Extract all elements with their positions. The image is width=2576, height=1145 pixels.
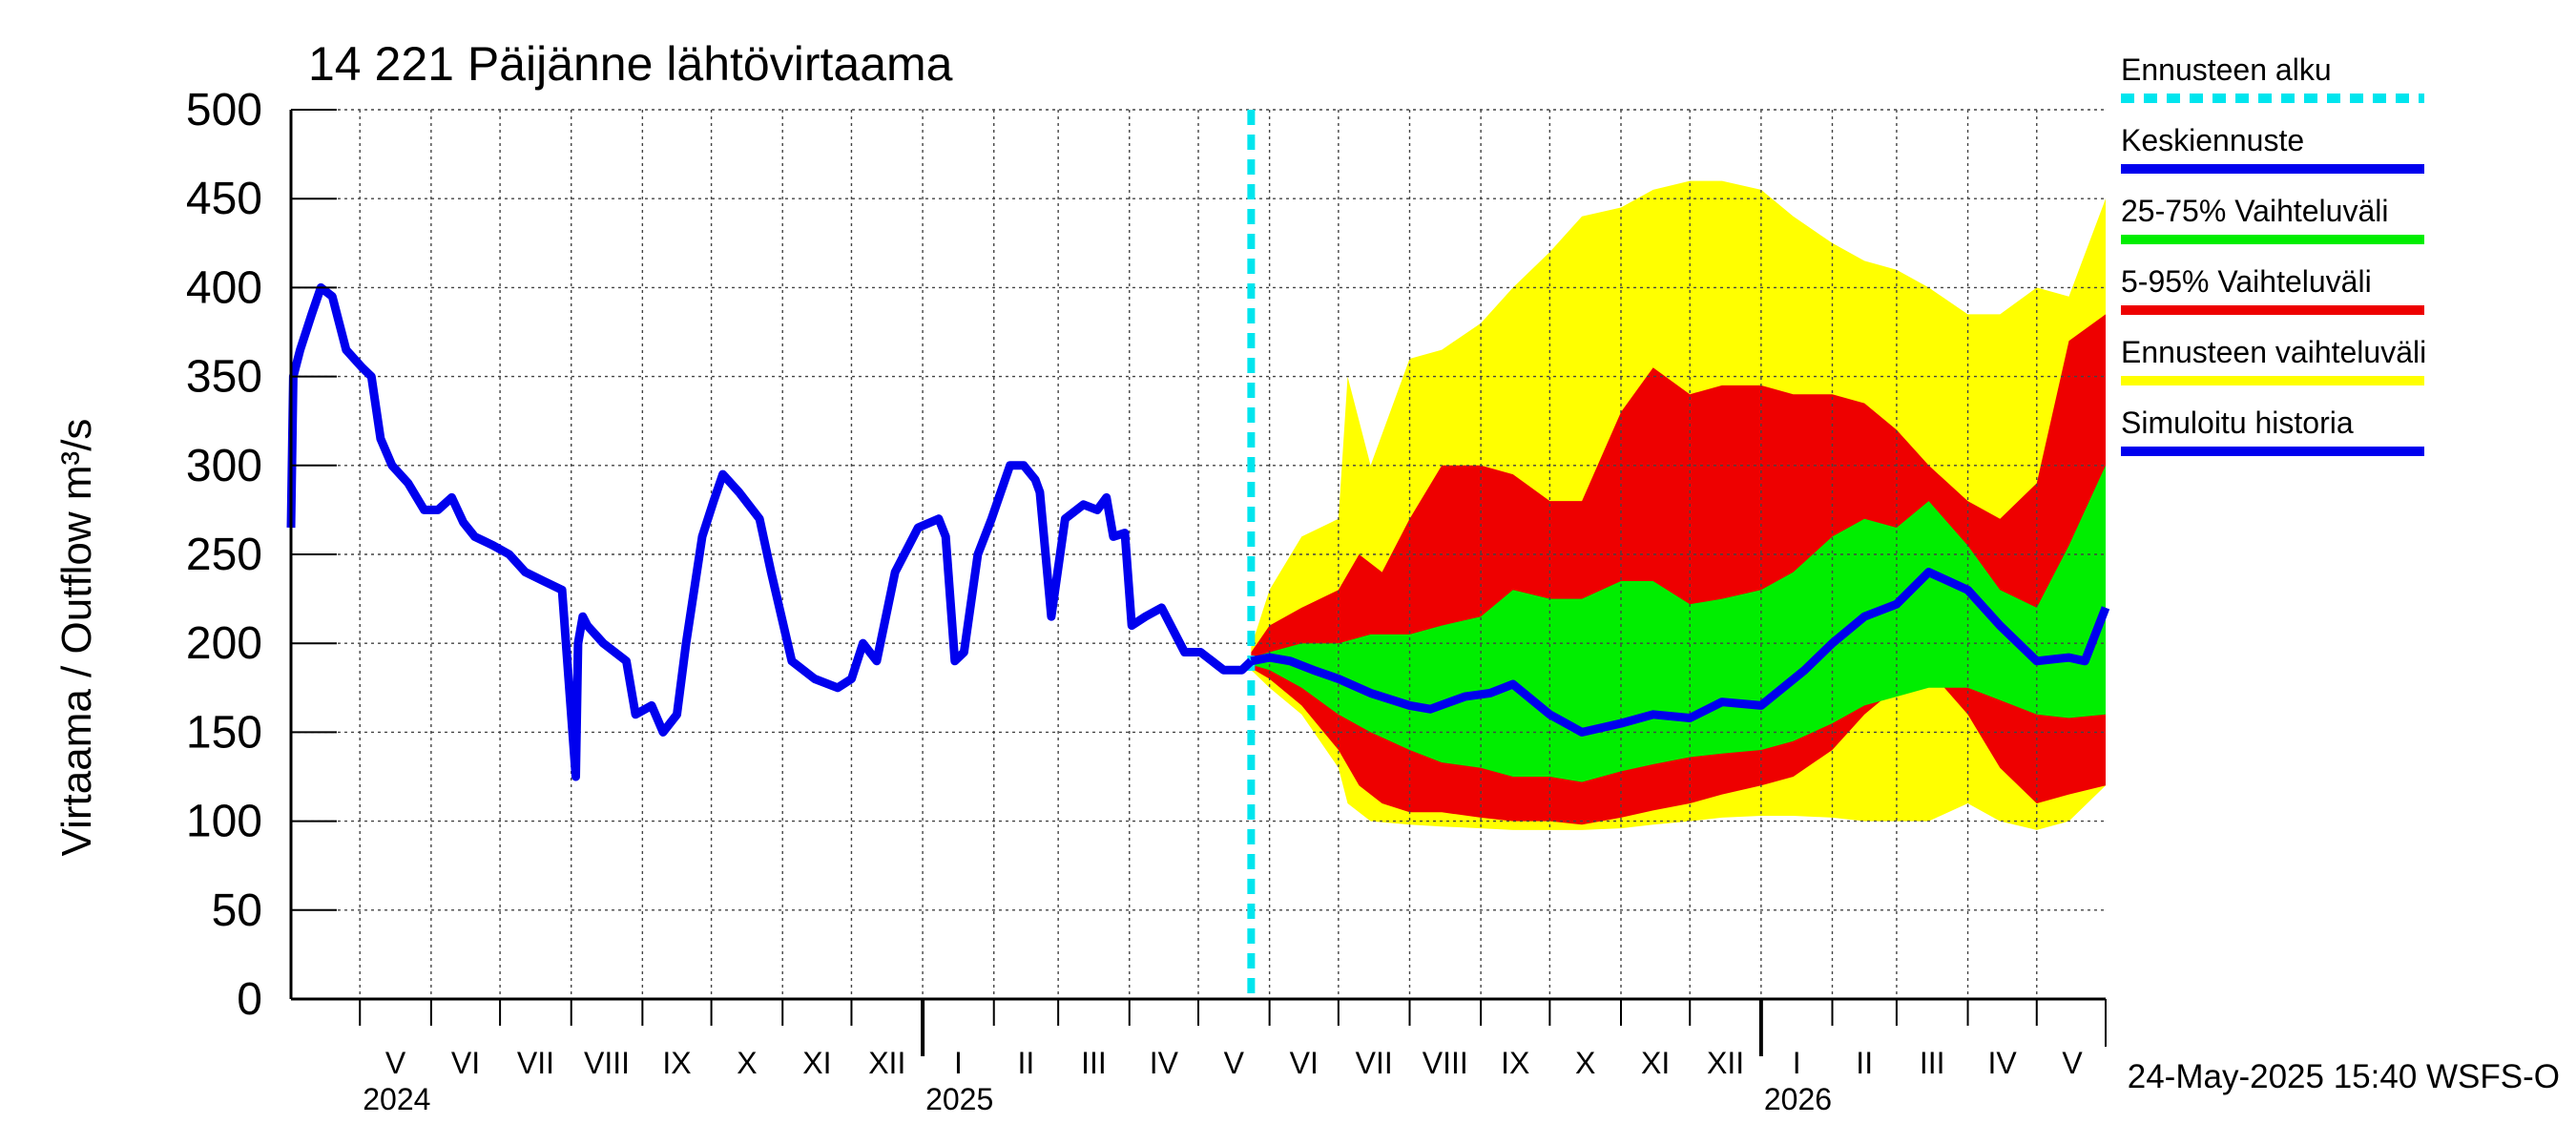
month-label: III	[1920, 1046, 1945, 1080]
month-label: I	[954, 1046, 963, 1080]
month-label: VI	[1290, 1046, 1319, 1080]
month-label: I	[1793, 1046, 1801, 1080]
month-label: XI	[802, 1046, 831, 1080]
legend-label: 5-95% Vaihteluväli	[2121, 264, 2372, 299]
year-label: 2026	[1764, 1082, 1832, 1116]
series-line-history	[286, 282, 1255, 781]
legend-label: Ennusteen alku	[2121, 52, 2332, 87]
y-tick-label: 150	[186, 707, 262, 758]
month-label: II	[1018, 1046, 1035, 1080]
legend-label: Simuloitu historia	[2121, 406, 2354, 440]
legend: Ennusteen alku Keskiennuste 25-75% Vaihtel…	[2121, 52, 2426, 456]
line-layer	[286, 110, 2110, 999]
month-label: V	[1224, 1046, 1245, 1080]
y-tick-label: 100	[186, 797, 262, 847]
legend-label: 25-75% Vaihteluväli	[2121, 194, 2388, 228]
y-axis-label: Virtaama / Outflow m³/s	[53, 419, 100, 857]
month-label: IX	[662, 1046, 691, 1080]
month-label: X	[1575, 1046, 1595, 1080]
year-label: 2025	[925, 1082, 993, 1116]
month-label: VI	[451, 1046, 480, 1080]
grid-layer	[291, 109, 2106, 999]
y-tick-label: 50	[212, 885, 262, 936]
month-label: IV	[1150, 1046, 1179, 1080]
month-label: XI	[1641, 1046, 1670, 1080]
band-25-75	[1251, 465, 2106, 782]
month-label: XII	[1707, 1046, 1744, 1080]
month-label: VII	[517, 1046, 554, 1080]
month-label: VIII	[584, 1046, 630, 1080]
y-tick-label: 450	[186, 174, 262, 224]
footer-text: 24-May-2025 15:40 WSFS-O	[2128, 1058, 2560, 1095]
month-label: IX	[1501, 1046, 1529, 1080]
y-tick-label: 500	[186, 85, 262, 135]
month-label: XII	[868, 1046, 905, 1080]
year-label: 2024	[363, 1082, 430, 1116]
legend-label: Ennusteen vaihteluväli	[2121, 335, 2426, 369]
month-label: X	[737, 1046, 757, 1080]
month-label: VIII	[1423, 1046, 1468, 1080]
series-line-mean	[1250, 568, 2110, 737]
month-label: II	[1856, 1046, 1873, 1080]
chart-title: 14 221 Päijänne lähtövirtaama	[308, 37, 953, 91]
y-tick-label: 300	[186, 441, 262, 491]
month-label: VII	[1356, 1046, 1393, 1080]
y-tick-label: 200	[186, 618, 262, 669]
month-label: III	[1081, 1046, 1107, 1080]
y-tick-label: 250	[186, 530, 262, 580]
month-label: V	[2062, 1046, 2083, 1080]
month-label: IV	[1988, 1046, 2018, 1080]
y-tick-label: 0	[237, 974, 262, 1025]
month-label: V	[385, 1046, 406, 1080]
y-tick-label: 350	[186, 352, 262, 403]
legend-label: Keskiennuste	[2121, 123, 2304, 157]
y-tick-label: 400	[186, 262, 262, 313]
